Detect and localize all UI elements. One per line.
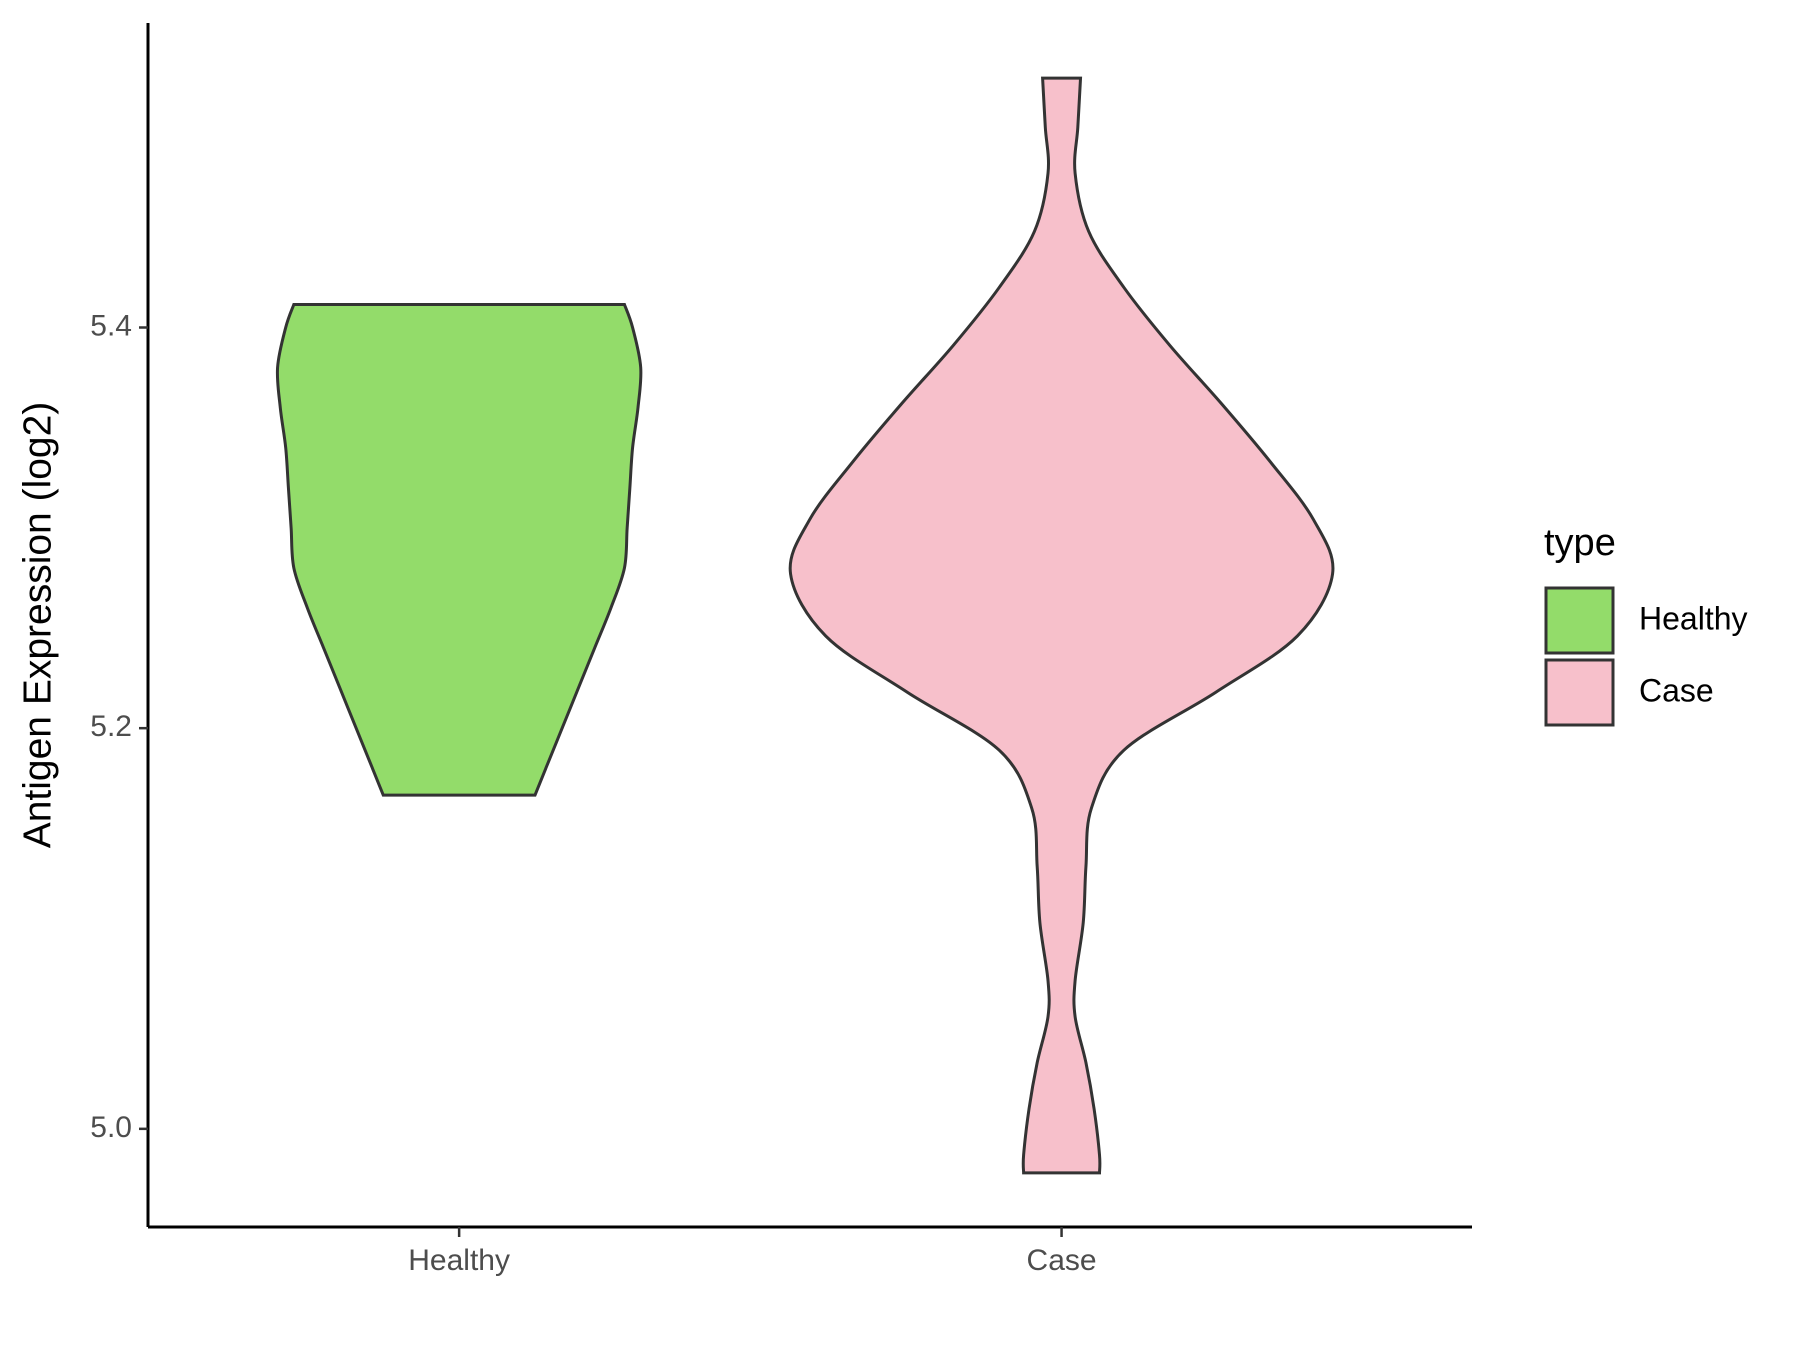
legend-key (1544, 586, 1615, 655)
legend-label: Case (1639, 672, 1714, 708)
y-tick-label: 5.0 (90, 1111, 132, 1144)
violin (275, 302, 643, 797)
legend-title: type (1544, 522, 1616, 564)
x-tick-label: Case (1027, 1244, 1097, 1277)
violin (788, 76, 1335, 1175)
y-tick-label: 5.4 (90, 309, 132, 342)
y-axis-label: Antigen Expression (log2) (16, 402, 59, 849)
legend-label: Healthy (1639, 600, 1748, 636)
x-tick-label: Healthy (408, 1244, 510, 1277)
legend-key (1544, 658, 1615, 727)
y-tick-label: 5.2 (90, 710, 132, 743)
